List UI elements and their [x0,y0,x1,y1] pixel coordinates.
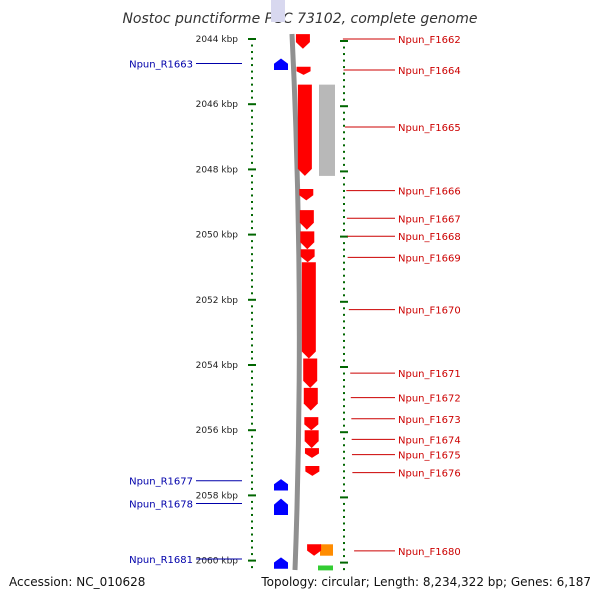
gene-label-npun-f1664: Npun_F1664 [398,66,461,77]
gene-labels: Npun_F1662 Npun_F1664 Npun_F1665 Npun_F1666… [129,35,461,566]
green-feature [318,565,333,571]
gene-label-npun-r1677: Npun_R1677 [129,477,193,488]
left-tick-track: 2044 kbp 2046 kbp 2048 kbp 2050 kbp 2052 kbp… [196,35,256,569]
gene-npun-f1669 [300,249,315,263]
gene-npun-f1680 [307,544,322,556]
tick-label-2050: 2050 kbp [196,231,239,241]
gene-npun-f1671 [303,358,318,388]
gene-npun-f1674 [304,430,319,449]
backbone-track [289,33,302,571]
gene-label-npun-f1662: Npun_F1662 [398,35,461,46]
tick-label-2052: 2052 kbp [196,296,239,306]
gene-label-npun-f1676: Npun_F1676 [398,469,461,480]
grey-feature [319,84,335,176]
tick-label-2060: 2060 kbp [196,557,239,567]
gene-label-npun-f1675: Npun_F1675 [398,451,461,462]
map-title: Nostoc punctiforme PCC 73102, complete g… [122,11,477,27]
gene-label-npun-r1663: Npun_R1663 [129,59,193,70]
gene-track [271,0,335,571]
genome-backbone [289,33,302,571]
gene-npun-f1675 [304,448,319,458]
gene-npun-f1672 [303,387,318,411]
gene-label-npun-r1678: Npun_R1678 [129,500,193,511]
right-tick-track [340,40,348,571]
gene-npun-f1673 [304,417,319,431]
gene-npun-f1670 [301,262,316,359]
tick-label-2054: 2054 kbp [196,361,239,371]
gene-label-npun-f1674: Npun_F1674 [398,435,461,446]
gene-npun-f1676 [305,466,320,476]
gene-label-npun-r1681: Npun_R1681 [129,555,193,566]
tick-label-2056: 2056 kbp [196,426,239,436]
gene-npun-r1678 [274,498,288,515]
gene-npun-r1681 [274,557,288,569]
gene-label-npun-f1680: Npun_F1680 [398,547,461,558]
gene-label-npun-f1670: Npun_F1670 [398,306,461,317]
top-fade-feature [271,0,285,22]
gene-npun-r1677 [274,479,288,491]
gene-label-npun-f1673: Npun_F1673 [398,415,461,426]
footer: Accession: NC_010628 Topology: circular;… [9,575,591,589]
gene-label-npun-f1665: Npun_F1665 [398,123,461,134]
tick-label-2058: 2058 kbp [196,491,239,501]
gene-npun-f1667 [299,210,314,230]
gene-npun-r1663 [274,58,288,70]
tick-label-2044: 2044 kbp [196,35,239,45]
accession-text: Accession: NC_010628 [9,575,145,589]
gene-npun-f1665 [297,84,312,176]
tick-label-2046: 2046 kbp [196,100,239,110]
gene-label-npun-f1671: Npun_F1671 [398,369,461,380]
gene-label-npun-f1667: Npun_F1667 [398,214,461,225]
orange-feature [320,544,333,556]
gene-npun-f1666 [299,188,314,201]
gene-label-npun-f1672: Npun_F1672 [398,394,461,405]
gene-npun-f1668 [300,231,315,250]
gene-label-npun-f1669: Npun_F1669 [398,253,461,264]
gene-label-npun-f1668: Npun_F1668 [398,232,461,243]
gene-npun-f1664 [296,66,311,75]
gene-label-npun-f1666: Npun_F1666 [398,187,461,198]
topology-text: Topology: circular; Length: 8,234,322 bp… [260,575,591,589]
tick-label-2048: 2048 kbp [196,165,239,175]
gene-npun-f1662 [295,34,310,49]
